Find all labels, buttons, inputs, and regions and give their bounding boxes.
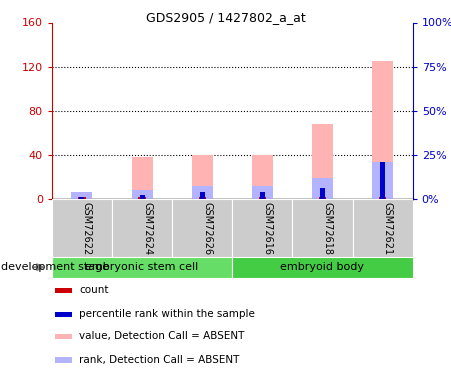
Bar [52, 257, 232, 278]
Bar [232, 199, 292, 257]
Bar [192, 186, 213, 199]
Bar [172, 199, 232, 257]
Text: GSM72621: GSM72621 [382, 202, 393, 255]
Bar [252, 154, 273, 199]
Bar [192, 154, 213, 199]
Bar [112, 199, 172, 257]
Text: percentile rank within the sample: percentile rank within the sample [79, 309, 255, 319]
Bar [320, 188, 325, 199]
Text: development stage: development stage [1, 262, 109, 272]
Text: GSM72618: GSM72618 [322, 202, 332, 255]
Text: rank, Detection Call = ABSENT: rank, Detection Call = ABSENT [79, 355, 239, 365]
Bar [200, 192, 205, 199]
Bar [372, 162, 393, 199]
Bar [71, 192, 92, 199]
Text: GDS2905 / 1427802_a_at: GDS2905 / 1427802_a_at [146, 11, 305, 24]
Bar [132, 190, 152, 199]
Bar [78, 196, 86, 199]
Text: count: count [79, 285, 108, 296]
Text: GSM72622: GSM72622 [82, 202, 92, 255]
Bar [260, 192, 265, 199]
Bar [319, 196, 326, 199]
Bar [138, 196, 146, 199]
Bar [252, 186, 273, 199]
Bar [232, 257, 413, 278]
Bar [55, 312, 72, 317]
Bar [372, 61, 393, 199]
Bar [380, 162, 385, 199]
Bar [292, 199, 353, 257]
Bar [52, 199, 112, 257]
Bar [71, 193, 92, 199]
Bar [379, 196, 386, 199]
Bar [55, 357, 72, 363]
Text: embryoid body: embryoid body [281, 262, 364, 272]
Text: GSM72626: GSM72626 [202, 202, 212, 255]
Bar [79, 197, 84, 199]
Text: GSM72616: GSM72616 [262, 202, 272, 255]
Text: GSM72624: GSM72624 [142, 202, 152, 255]
Bar [55, 288, 72, 293]
Text: value, Detection Call = ABSENT: value, Detection Call = ABSENT [79, 332, 244, 341]
Bar [312, 124, 333, 199]
Bar [312, 178, 333, 199]
Bar [353, 199, 413, 257]
Bar [198, 196, 206, 199]
Bar [55, 334, 72, 339]
Bar [139, 195, 145, 199]
Bar [259, 196, 266, 199]
Bar [132, 157, 152, 199]
Text: embryonic stem cell: embryonic stem cell [85, 262, 199, 272]
